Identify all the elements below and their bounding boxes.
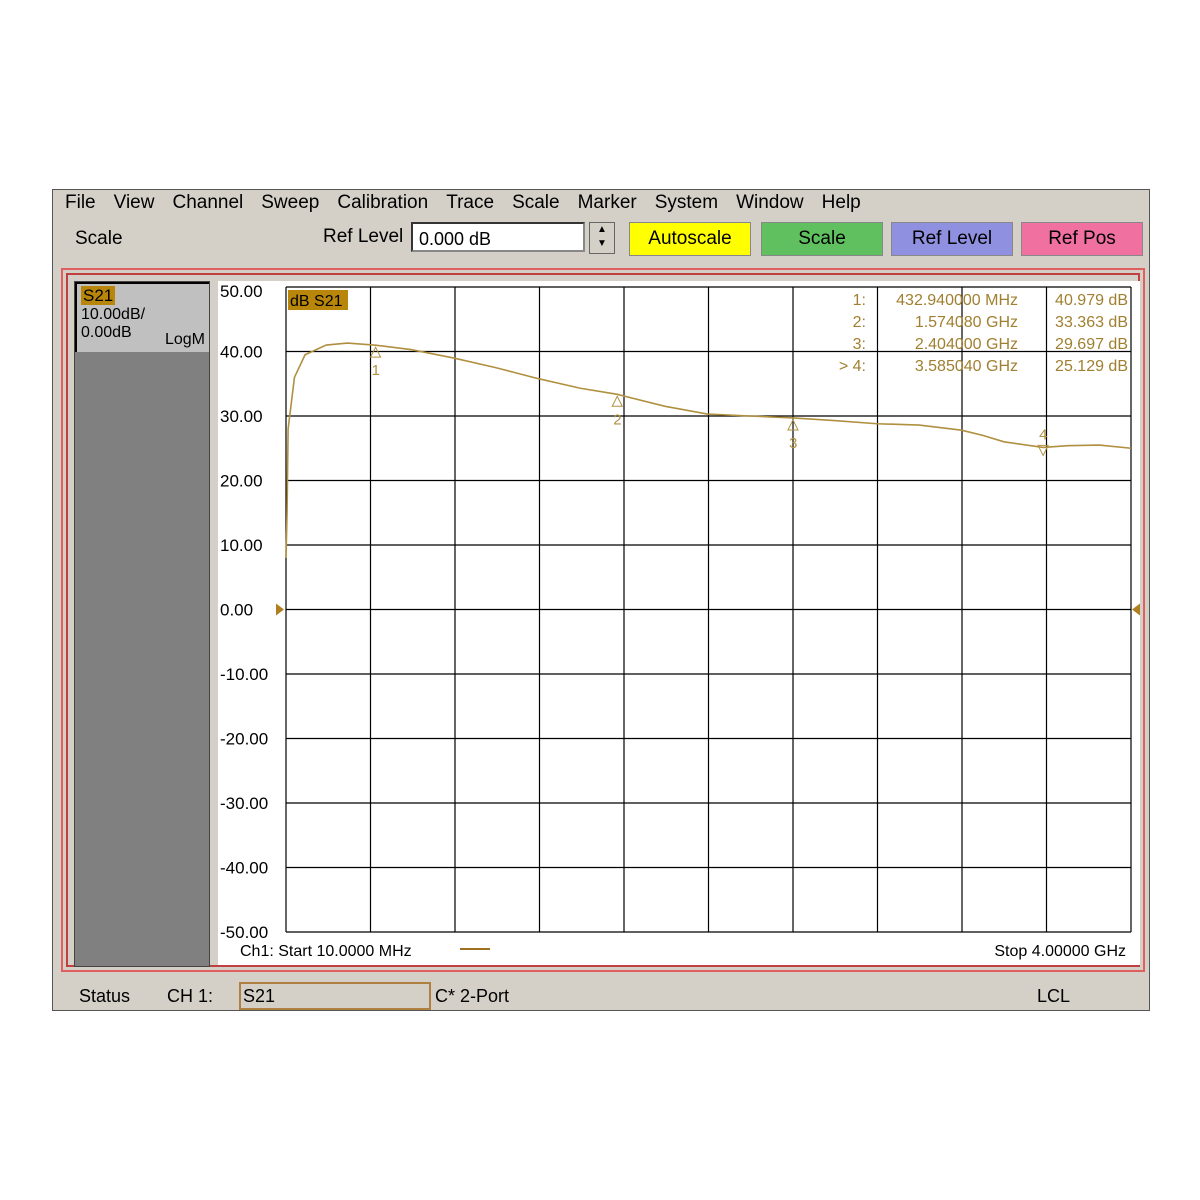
chart-svg: 50.00 40.00 30.00 20.00 10.00 0.00 -10.00 -20.0… — [220, 282, 1140, 960]
trace-ref: 0.00dB — [81, 324, 132, 341]
status-cal: C* 2-Port — [435, 986, 510, 1006]
sweep-start: Ch1: Start 10.0000 MHz — [240, 943, 412, 960]
trace-name: S21 — [81, 286, 116, 305]
menu-file[interactable]: File — [65, 192, 96, 213]
autoscale-button[interactable]: Autoscale — [629, 222, 751, 256]
marker-1-label: 1 — [372, 362, 380, 379]
marker-readout-freq: 2.404000 GHz — [915, 336, 1018, 353]
y-tick-label: 0.00 — [220, 601, 253, 620]
s21-trace — [285, 342, 1132, 558]
marker-3-label: 3 — [789, 435, 797, 452]
marker-readout-value: 40.979 dB — [1055, 292, 1128, 309]
ref-level-input[interactable]: 0.000 dB — [411, 222, 585, 252]
y-tick-label: -50.00 — [220, 923, 268, 942]
y-tick-label: 10.00 — [220, 536, 263, 555]
status-param[interactable]: S21 — [239, 982, 431, 1010]
menu-system[interactable]: System — [654, 192, 719, 213]
menu-help[interactable]: Help — [821, 192, 861, 213]
channel-window: S21 10.00dB/ 0.00dB LogM 50.00 40.00 30.00… — [61, 268, 1145, 972]
marker-readout-id: 1: — [853, 292, 866, 309]
menu-marker[interactable]: Marker — [577, 192, 637, 213]
marker-2-icon — [611, 395, 624, 407]
y-tick-label: 30.00 — [220, 407, 263, 426]
status-channel: CH 1: — [167, 986, 214, 1006]
trace-panel: S21 10.00dB/ 0.00dB LogM — [74, 281, 210, 967]
status-label: Status — [79, 986, 131, 1006]
marker-readout-freq: 432.940000 MHz — [896, 292, 1018, 309]
plot-label-bg — [288, 290, 348, 310]
marker-4-icon — [1037, 444, 1049, 457]
marker-readout-freq: 3.585040 GHz — [915, 358, 1018, 375]
plot-area: 50.00 40.00 30.00 20.00 10.00 0.00 -10.00 -20.0… — [218, 281, 1140, 965]
scale-button[interactable]: Scale — [761, 222, 883, 256]
marker-readout-value: 25.129 dB — [1055, 358, 1128, 375]
ref-level-label: Ref Level — [323, 226, 404, 247]
y-tick-label: -30.00 — [220, 794, 268, 813]
menu-channel[interactable]: Channel — [172, 192, 244, 213]
ref-level-spinner[interactable]: ▲ ▼ — [589, 222, 615, 254]
marker-readout-value: 29.697 dB — [1055, 336, 1128, 353]
y-tick-label: -10.00 — [220, 665, 268, 684]
menu-scale[interactable]: Scale — [512, 192, 560, 213]
y-tick-label: -40.00 — [220, 859, 268, 878]
sweep-stop: Stop 4.00000 GHz — [994, 943, 1126, 960]
status-lcl: LCL — [1037, 986, 1071, 1006]
plot-label: dB S21 — [290, 293, 343, 310]
marker-readout-id: > 4: — [839, 358, 866, 375]
marker-readout-freq: 1.574080 GHz — [915, 314, 1018, 331]
menu-window[interactable]: Window — [736, 192, 804, 213]
marker-3-icon — [787, 418, 799, 431]
y-tick-label: 50.00 — [220, 282, 263, 301]
marker-4-label: 4 — [1039, 426, 1047, 443]
ref-position-left-icon — [276, 603, 284, 616]
status-bar: Status CH 1: S21 C* 2-Port LCL — [53, 980, 1149, 1010]
marker-readout-id: 2: — [853, 314, 866, 331]
ref-pos-button[interactable]: Ref Pos — [1021, 222, 1143, 256]
y-tick-label: 40.00 — [220, 343, 263, 362]
marker-1-icon — [369, 346, 382, 358]
toolbar: Scale Ref Level 0.000 dB ▲ ▼ Autoscale Sca… — [53, 216, 1149, 260]
marker-2-label: 2 — [613, 411, 621, 428]
y-tick-label: 20.00 — [220, 472, 263, 491]
menu-sweep[interactable]: Sweep — [261, 192, 320, 213]
menu-trace[interactable]: Trace — [446, 192, 495, 213]
menu-calibration[interactable]: Calibration — [337, 192, 429, 213]
trace-scale: 10.00dB/ — [81, 306, 146, 323]
analyzer-window: File View Channel Sweep Calibration Trace Scal… — [52, 189, 1150, 1011]
marker-readout-id: 3: — [853, 336, 866, 353]
toolbar-section-label: Scale — [75, 228, 123, 249]
trace-format: LogM — [164, 331, 205, 348]
y-tick-label: -20.00 — [220, 730, 268, 749]
ref-level-button[interactable]: Ref Level — [891, 222, 1013, 256]
trace-info[interactable]: S21 10.00dB/ 0.00dB LogM — [75, 282, 209, 352]
marker-readout-value: 33.363 dB — [1055, 314, 1128, 331]
ref-position-right-icon — [1132, 603, 1140, 616]
menu-bar: File View Channel Sweep Calibration Trace Scal… — [53, 190, 1149, 216]
menu-view[interactable]: View — [113, 192, 155, 213]
